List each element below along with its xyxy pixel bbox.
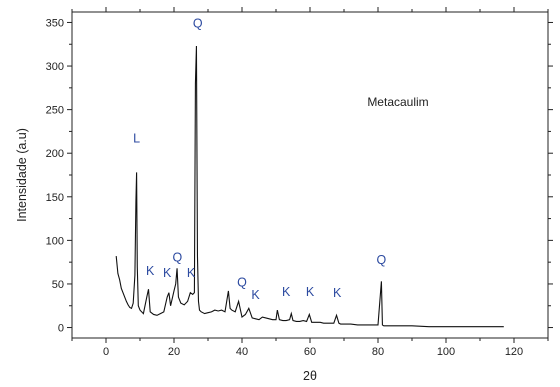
peak-label: K bbox=[333, 286, 342, 300]
series-line-metacaulim bbox=[115, 45, 504, 328]
x-tick-label: 80 bbox=[372, 346, 384, 358]
y-tick-label: 350 bbox=[46, 17, 64, 29]
peak-label: K bbox=[306, 285, 315, 299]
x-tick-label: 40 bbox=[236, 346, 248, 358]
y-tick-label: 300 bbox=[46, 61, 64, 73]
x-tick-label: 120 bbox=[505, 346, 523, 358]
y-tick-label: 200 bbox=[46, 148, 64, 160]
peak-label: K bbox=[163, 266, 172, 280]
sample-label: Metacaulim bbox=[367, 95, 428, 109]
axis-ticks: 0 20 40 60 80 100 120 0 50 100 150 200 250 300 350 bbox=[46, 7, 553, 358]
peak-label: Q bbox=[193, 17, 203, 31]
y-axis-title: Intensidade (a.u) bbox=[15, 128, 29, 222]
x-axis-title: 2θ bbox=[303, 369, 317, 383]
y-tick-label: 50 bbox=[52, 279, 64, 291]
x-tick-label: 20 bbox=[168, 346, 180, 358]
y-tick-label: 150 bbox=[46, 192, 64, 204]
peak-label: Q bbox=[237, 276, 247, 290]
y-tick-label: 100 bbox=[46, 235, 64, 247]
y-tick-label: 250 bbox=[46, 105, 64, 117]
peak-label: K bbox=[282, 285, 291, 299]
peak-label: K bbox=[251, 288, 260, 302]
x-tick-label: 0 bbox=[103, 346, 109, 358]
x-tick-label: 100 bbox=[437, 346, 455, 358]
y-tick-label: 0 bbox=[58, 323, 64, 335]
x-tick-label: 60 bbox=[304, 346, 316, 358]
peak-label: Q bbox=[377, 253, 387, 267]
peak-label: K bbox=[187, 266, 196, 280]
peak-label: L bbox=[133, 132, 140, 146]
peak-label: K bbox=[146, 264, 155, 278]
peak-label: Q bbox=[173, 250, 183, 264]
